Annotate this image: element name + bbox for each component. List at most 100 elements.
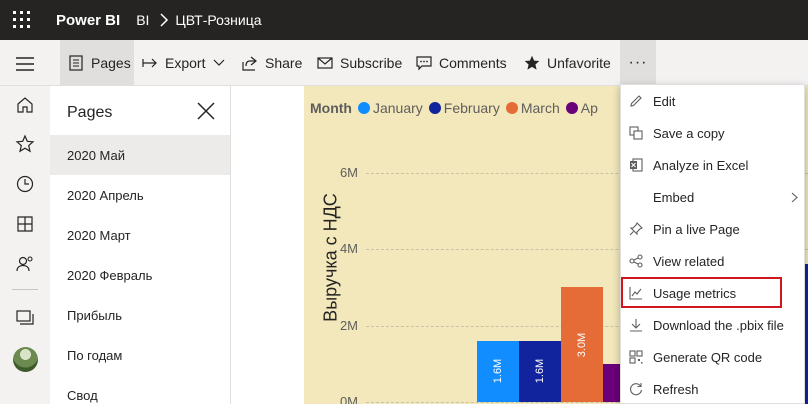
comment-icon (416, 56, 432, 71)
favorites-star-icon[interactable] (15, 134, 35, 154)
gridline (366, 172, 808, 174)
page-item[interactable]: По годам (67, 347, 123, 363)
mail-icon (317, 57, 333, 69)
menu-item-refresh[interactable]: Refresh (621, 373, 806, 404)
menu-item-save-copy[interactable]: Save a copy (621, 117, 806, 149)
metrics-icon (629, 287, 642, 300)
legend-dot (505, 102, 518, 114)
menu-item-download-pbix[interactable]: Download the .pbix file (621, 309, 806, 341)
bar-data-label: 1.6M (492, 359, 504, 384)
workspaces-icon[interactable] (15, 308, 35, 328)
menu-item-label: Embed (653, 189, 695, 205)
hamburger-menu-icon[interactable] (16, 57, 34, 71)
bar-february[interactable]: 1.6M (519, 340, 561, 402)
page-item[interactable]: 2020 Март (67, 227, 131, 243)
menu-item-embed[interactable]: Embed (621, 181, 806, 213)
download-icon (630, 319, 642, 332)
left-nav-rail (0, 86, 50, 404)
menu-item-generate-qr[interactable]: Generate QR code (621, 341, 806, 373)
gridline (366, 249, 808, 251)
export-button-label: Export (165, 55, 206, 71)
page-item[interactable]: Прибыль (67, 307, 122, 323)
more-options-menu: Edit Save a copy Analyze in Excel Embed … (620, 84, 805, 404)
menu-item-analyze-excel[interactable]: Analyze in Excel (621, 149, 806, 181)
pin-icon (629, 222, 643, 236)
gridline (366, 402, 808, 403)
comments-button-label: Comments (439, 55, 507, 71)
top-bar: Power BI BI ЦВТ-Розница (0, 0, 808, 40)
menu-item-label: Edit (653, 93, 676, 109)
chevron-right-icon (791, 192, 798, 203)
refresh-icon (630, 383, 643, 396)
breadcrumb-report[interactable]: ЦВТ-Розница (175, 12, 262, 28)
legend-label: Ap (580, 100, 598, 116)
star-filled-icon (524, 55, 540, 70)
legend-label: March (520, 100, 560, 116)
y-tick-label: 0M (339, 394, 358, 404)
menu-item-label: Generate QR code (653, 349, 763, 365)
page-item[interactable]: 2020 Апрель (67, 187, 144, 203)
apps-icon[interactable] (15, 214, 35, 234)
menu-item-label: Download the .pbix file (653, 317, 784, 333)
action-bar: Pages Export Share Subscribe Comments Un… (0, 40, 808, 86)
menu-item-usage-metrics[interactable]: Usage metrics (621, 277, 806, 309)
page-item[interactable]: Свод (67, 387, 98, 403)
menu-item-label: View related (653, 253, 725, 269)
menu-item-pin-live-page[interactable]: Pin a live Page (621, 213, 806, 245)
menu-item-label: Refresh (653, 381, 699, 397)
copy-icon (629, 126, 643, 140)
home-icon[interactable] (15, 95, 35, 115)
export-button[interactable]: Export (142, 40, 225, 86)
legend-item[interactable]: March (505, 100, 560, 116)
legend-dot (357, 102, 370, 114)
breadcrumb-workspace[interactable]: BI (136, 12, 150, 28)
pages-icon (69, 55, 83, 71)
chart-legend: Month January February March Ap (310, 100, 604, 116)
legend-item[interactable]: January (357, 100, 423, 116)
menu-item-label: Save a copy (653, 125, 725, 141)
page-item[interactable]: 2020 Май (50, 135, 230, 175)
app-launcher-icon[interactable] (0, 0, 44, 40)
avatar[interactable] (13, 347, 38, 372)
legend-label: January (372, 100, 423, 116)
menu-item-label: Pin a live Page (653, 221, 740, 237)
menu-item-view-related[interactable]: View related (621, 245, 806, 277)
share-button[interactable]: Share (242, 40, 302, 86)
recent-clock-icon[interactable] (15, 174, 35, 194)
pages-pane-title: Pages (67, 104, 113, 121)
menu-item-label: Analyze in Excel (653, 157, 749, 173)
more-options-button[interactable]: ··· (620, 40, 656, 86)
legend-dot (565, 102, 578, 114)
brand-name[interactable]: Power BI (56, 11, 121, 29)
y-tick-label: 2M (339, 317, 358, 333)
pages-button[interactable]: Pages (60, 40, 134, 86)
chevron-down-icon (214, 59, 225, 66)
bar-march[interactable]: 3.0M (561, 287, 603, 402)
export-icon (142, 58, 157, 68)
legend-label: February (443, 100, 500, 116)
page-item[interactable]: 2020 Февраль (67, 267, 153, 283)
qr-code-icon (629, 350, 643, 364)
y-tick-label: 4M (339, 241, 358, 257)
unfavorite-button-label: Unfavorite (547, 55, 611, 71)
bar-data-label: 1.6M (534, 359, 546, 384)
pages-pane: Pages 2020 Май 2020 Апрель 2020 Март 202… (50, 86, 231, 404)
pencil-icon (630, 95, 642, 107)
menu-item-edit[interactable]: Edit (621, 85, 806, 117)
rail-divider (12, 289, 38, 290)
legend-item[interactable]: Ap (565, 100, 598, 116)
bar-january[interactable]: 1.6M (477, 340, 519, 402)
shared-with-me-icon[interactable] (15, 254, 35, 274)
excel-icon (630, 158, 643, 172)
menu-item-label: Usage metrics (653, 285, 737, 301)
legend-title: Month (310, 100, 352, 116)
share-button-label: Share (265, 55, 303, 71)
pages-button-label: Pages (91, 55, 131, 71)
chevron-right-icon (160, 13, 169, 27)
subscribe-button[interactable]: Subscribe (317, 40, 402, 86)
unfavorite-button[interactable]: Unfavorite (524, 40, 611, 86)
close-icon[interactable] (197, 102, 215, 120)
subscribe-button-label: Subscribe (340, 55, 403, 71)
legend-item[interactable]: February (428, 100, 500, 116)
comments-button[interactable]: Comments (416, 40, 507, 86)
